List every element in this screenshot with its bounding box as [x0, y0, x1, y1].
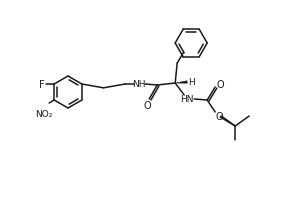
Text: NH: NH — [132, 80, 146, 89]
Polygon shape — [175, 81, 187, 84]
Text: HN: HN — [180, 95, 194, 104]
Text: NO₂: NO₂ — [35, 110, 53, 119]
Text: O: O — [215, 111, 223, 121]
Text: F: F — [39, 80, 45, 90]
Text: O: O — [217, 80, 224, 90]
Text: O: O — [144, 100, 151, 110]
Text: H: H — [188, 78, 195, 87]
